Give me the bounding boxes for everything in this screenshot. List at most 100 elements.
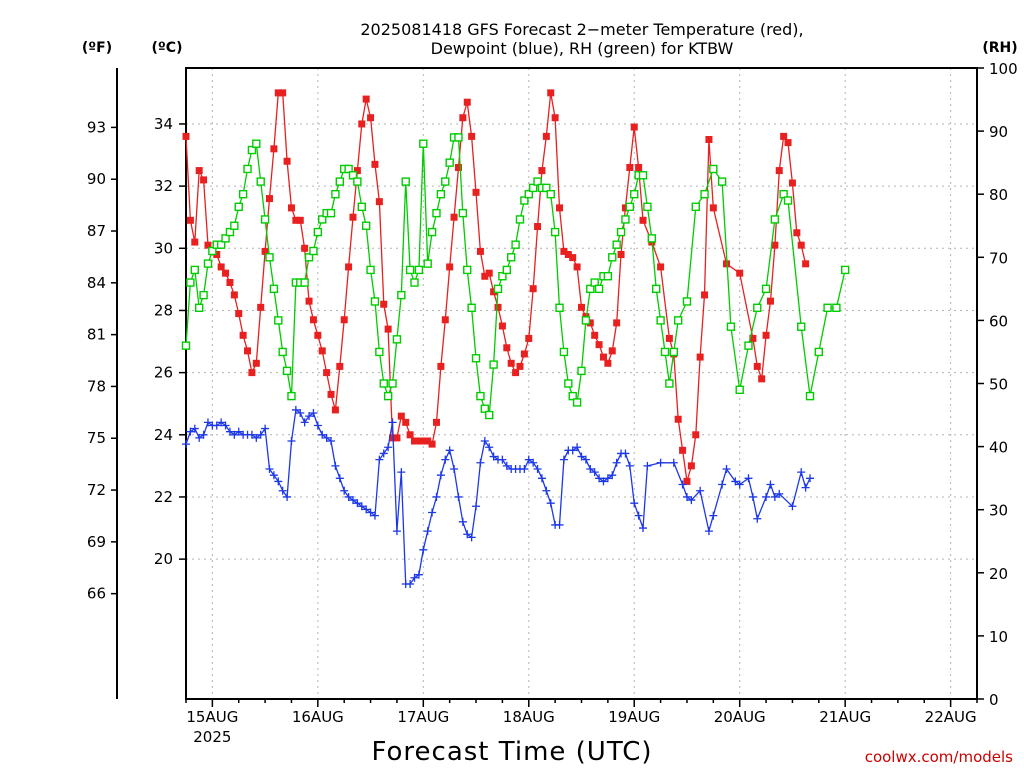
rh-line: [185, 136, 846, 417]
dewpoint-point: [225, 427, 234, 436]
dewpoint-point: [498, 455, 507, 464]
temperature-point: [463, 98, 471, 106]
dewpoint-point: [388, 418, 397, 427]
celsius-tick-label: 30: [154, 239, 173, 257]
temperature-point: [586, 319, 594, 327]
dewpoint-point: [313, 421, 322, 430]
rh-point: [476, 391, 485, 401]
temperature-point: [362, 95, 370, 103]
rh-tick-label: 100: [989, 60, 1018, 78]
temperature-point: [419, 437, 427, 445]
dewpoint-point: [559, 455, 568, 464]
rh-point: [577, 366, 586, 376]
rh-point: [190, 265, 199, 275]
temperature-point: [331, 406, 339, 414]
temperature-point: [182, 132, 190, 140]
rh-point: [375, 347, 384, 357]
rh-point: [405, 265, 415, 275]
temperature-point: [406, 431, 414, 439]
dewpoint-point: [546, 499, 555, 508]
dewpoint-point: [278, 486, 287, 495]
temperature-point: [287, 204, 295, 212]
dewpoint-point: [357, 502, 366, 511]
dewpoint-point: [682, 492, 691, 501]
dewpoint-series: [182, 405, 815, 588]
dewpoint-point: [432, 492, 441, 501]
dewpoint-point: [797, 468, 806, 477]
dewpoint-point: [630, 499, 639, 508]
dewpoint-point: [291, 405, 300, 414]
rh-point: [199, 290, 208, 300]
dewpoint-point: [300, 418, 309, 427]
fahrenheit-tick-label: 90: [87, 170, 106, 188]
dewpoint-point: [608, 471, 617, 480]
rh-point: [506, 253, 516, 262]
dewpoint-point: [375, 455, 384, 464]
dewpoint-point: [340, 486, 349, 495]
temperature-point: [314, 331, 322, 339]
rh-point: [300, 278, 309, 287]
temperature-point: [516, 362, 524, 370]
dewpoint-point: [335, 474, 344, 483]
dewpoint-point: [766, 480, 775, 489]
temperature-point: [230, 291, 238, 299]
rh-point: [515, 215, 525, 224]
temperature-point: [556, 204, 564, 212]
dewpoint-point: [384, 443, 393, 452]
temperature-point: [358, 120, 366, 128]
temperature-point: [674, 415, 682, 423]
rh-point: [603, 272, 613, 281]
x-tick-label: 17AUG: [397, 708, 449, 726]
temperature-point: [454, 163, 462, 171]
temperature-point: [411, 437, 419, 445]
temperature-point: [797, 241, 805, 249]
temperature-point: [542, 132, 550, 140]
celsius-tick-label: 26: [154, 364, 173, 382]
dewpoint-point: [625, 461, 634, 470]
temperature-point: [476, 247, 484, 255]
temperature-point: [604, 359, 612, 367]
rh-point: [669, 347, 678, 357]
dewpoint-point: [190, 424, 199, 433]
rh-point: [700, 189, 709, 199]
rh-point: [528, 183, 538, 193]
temperature-point: [353, 167, 361, 175]
dewpoint-point: [441, 455, 450, 464]
temperature-point: [195, 167, 203, 175]
fahrenheit-tick-label: 66: [87, 585, 106, 603]
temperature-point: [191, 238, 199, 246]
rh-point: [203, 259, 213, 268]
temperature-point: [415, 437, 423, 445]
source-credit: coolwx.com/models: [865, 748, 1013, 766]
temperature-point: [630, 123, 638, 131]
rh-point: [550, 227, 560, 237]
rh-point: [436, 189, 446, 199]
temperature-point: [217, 263, 225, 271]
rh-point: [682, 297, 692, 306]
dewpoint-point: [573, 443, 582, 452]
rh-point: [656, 316, 665, 325]
x-tick-label: 18AUG: [503, 708, 555, 726]
rh-point: [230, 221, 239, 230]
temperature-point: [393, 434, 401, 442]
temperature-point: [591, 331, 599, 339]
dewpoint-point: [397, 468, 406, 477]
rh-series: [181, 133, 850, 420]
dewpoint-point: [467, 533, 476, 542]
temperature-point: [701, 291, 709, 299]
temperature-point: [639, 216, 647, 224]
dewpoint-point: [603, 474, 612, 483]
temperature-point: [494, 303, 502, 311]
temperature-point: [472, 188, 480, 196]
temperature-point: [551, 114, 559, 122]
rh-point: [840, 265, 850, 275]
dewpoint-point: [331, 461, 340, 470]
temperature-point: [261, 247, 269, 255]
rh-point: [625, 202, 635, 212]
dewpoint-point: [458, 517, 467, 526]
celsius-tick-label: 20: [154, 550, 173, 568]
rh-point: [366, 265, 375, 275]
dewpoint-point: [362, 505, 371, 514]
rh-tick-label: 20: [989, 565, 1008, 583]
dewpoint-point: [256, 430, 265, 439]
